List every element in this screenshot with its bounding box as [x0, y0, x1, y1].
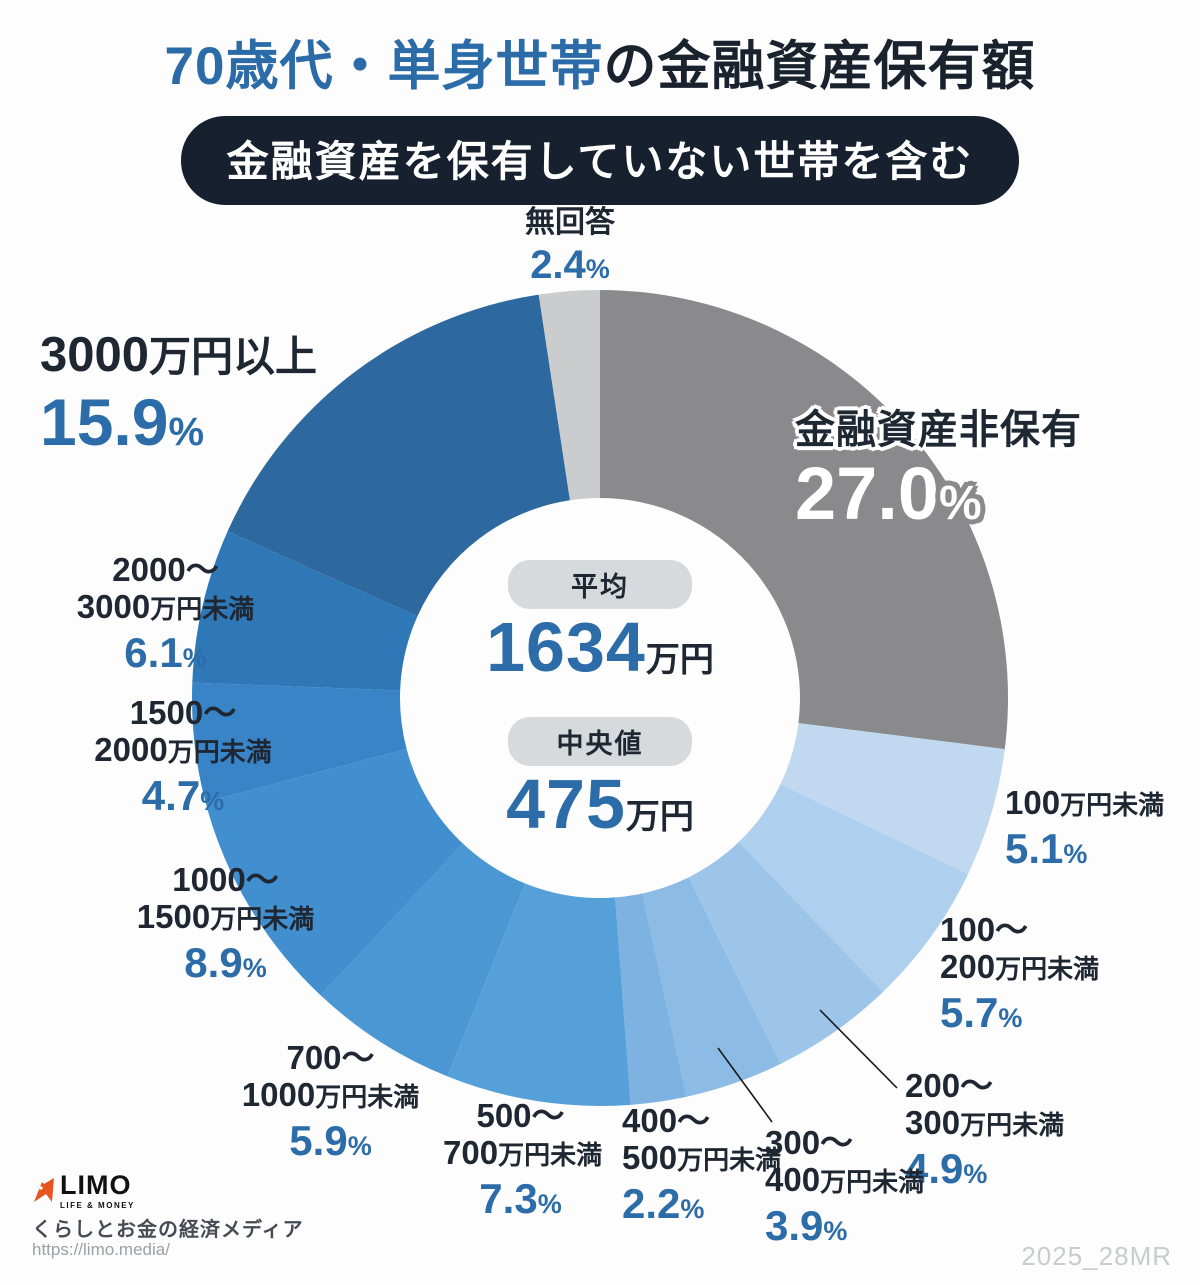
- pie-slice-5: [615, 893, 687, 1105]
- callout-over-3000: 3000万円以上 15.9%: [40, 328, 317, 460]
- callout-label-line2: 400万円未満: [765, 1160, 925, 1198]
- callout-200-300: 200〜 300万円未満 4.9%: [905, 1067, 1065, 1192]
- mean-value: 1634万円: [486, 608, 714, 686]
- subtitle-badge-row: 金融資産を保有していない世帯を含む: [0, 116, 1200, 205]
- callout-label-line2: 3000万円未満: [76, 587, 255, 625]
- callout-no-answer: 無回答 2.4%: [495, 206, 645, 287]
- callout-pct: 15.9%: [40, 384, 205, 459]
- callout-label: 3000万円以上: [40, 328, 318, 382]
- pie-slice-9: [191, 682, 407, 802]
- subtitle-badge: 金融資産を保有していない世帯を含む: [180, 116, 1020, 205]
- callout-label-line2: 300万円未満: [905, 1103, 1065, 1141]
- callout-pct: 6.1%: [124, 628, 207, 676]
- pie-slice-11: [227, 294, 570, 617]
- leader-line-200-300: [819, 1009, 898, 1089]
- callout-label-line1: 2000〜: [112, 551, 219, 588]
- callout-label-line1: 300〜: [765, 1124, 854, 1161]
- callout-label-line1: 400〜: [622, 1102, 711, 1139]
- callout-pct: 2.2%: [622, 1179, 705, 1227]
- callout-label-line1: 200〜: [905, 1067, 994, 1104]
- logo-subtitle: LIFE & MONEY: [60, 1201, 135, 1210]
- pie-slice-6: [447, 883, 631, 1106]
- pie-slice-1: [780, 723, 1005, 875]
- callout-label: 無回答: [525, 206, 615, 239]
- callout-400-500: 400〜 500万円未満 2.2%: [622, 1102, 782, 1227]
- pie-slice-0: [600, 290, 1008, 750]
- center-stats: 平均 1634万円 中央値 475万円: [440, 560, 760, 841]
- callout-under-100: 100万円未満 5.1%: [1005, 784, 1165, 872]
- page-title: 70歳代・単身世帯の金融資産保有額: [0, 24, 1200, 100]
- callout-label-line2: 500万円未満: [622, 1138, 782, 1176]
- callout-pct: 5.9%: [289, 1116, 372, 1164]
- median-value-number: 475: [506, 764, 626, 843]
- callout-pct: 4.7%: [141, 771, 225, 819]
- callout-no-assets-pct: 27.0%: [795, 451, 982, 535]
- mean-pill: 平均: [508, 560, 692, 609]
- leader-line-300-400: [717, 1047, 773, 1123]
- footer-url: https://limo.media/: [32, 1240, 170, 1259]
- title-highlight: 70歳代・単身世帯: [164, 37, 604, 96]
- callout-label-line1: 100〜: [940, 911, 1029, 948]
- callout-label-line2: 1500万円未満: [136, 897, 315, 935]
- pie-slice-4: [642, 877, 781, 1097]
- pie-slice-3: [688, 842, 884, 1064]
- callout-pct: 2.4%: [530, 242, 610, 287]
- callout-700-1000: 700〜 1000万円未満 5.9%: [233, 1039, 428, 1164]
- callout-2000-3000: 2000〜 3000万円未満 6.1%: [68, 551, 263, 676]
- fox-icon: [34, 1174, 54, 1202]
- callout-label-line1: 700〜: [286, 1039, 375, 1076]
- callout-label-line2: 1000万円未満: [241, 1075, 420, 1113]
- reference-code: 2025_28MR: [1021, 1241, 1172, 1271]
- footer-tagline: くらしとお金の経済メディア: [32, 1219, 304, 1241]
- callout-pct: 3.9%: [765, 1201, 848, 1249]
- callout-pct: 4.9%: [905, 1144, 988, 1192]
- median-pill: 中央値: [508, 716, 692, 766]
- callout-pct: 5.7%: [940, 988, 1023, 1036]
- callout-1000-1500: 1000〜 1500万円未満 8.9%: [118, 861, 333, 986]
- pie-slice-12: [538, 290, 600, 501]
- logo-name: LIMO: [60, 1170, 132, 1200]
- callout-no-assets: 金融資産非保有 27.0%: [795, 408, 1082, 536]
- callout-pct: 5.1%: [1005, 824, 1088, 872]
- callout-500-700: 500〜 700万円未満 7.3%: [443, 1097, 603, 1222]
- callout-label-line1: 500〜: [476, 1097, 565, 1134]
- callout-pct: 7.3%: [479, 1174, 562, 1222]
- mean-value-unit: 万円: [645, 641, 714, 679]
- pie-slice-2: [738, 784, 969, 992]
- pie-slice-10: [192, 531, 418, 691]
- callout-label-line2: 700万円未満: [443, 1133, 603, 1171]
- callout-pct: 8.9%: [184, 938, 267, 986]
- pie-slice-7: [320, 843, 526, 1077]
- median-value: 475万円: [506, 764, 694, 843]
- callout-label-line2: 2000万円未満: [94, 730, 272, 768]
- pie-slice-8: [205, 748, 464, 996]
- callout-label-line1: 1000〜: [172, 861, 279, 898]
- callout-no-assets-label: 金融資産非保有: [795, 408, 1082, 452]
- callout-300-400: 300〜 400万円未満 3.9%: [765, 1124, 925, 1249]
- callout-1500-2000: 1500〜 2000万円未満 4.7%: [83, 694, 283, 819]
- median-value-unit: 万円: [625, 797, 694, 836]
- logo-text: LIMO LIFE & MONEY: [60, 1170, 135, 1211]
- callout-label: 100万円未満: [1005, 784, 1165, 821]
- callout-label-line1: 1500〜: [129, 694, 237, 731]
- mean-value-number: 1634: [486, 608, 646, 686]
- callout-100-200: 100〜 200万円未満 5.7%: [940, 911, 1100, 1036]
- limo-logo: LIMO LIFE & MONEY: [32, 1172, 135, 1210]
- title-rest: の金融資産保有額: [603, 37, 1036, 96]
- callout-label-line2: 200万円未満: [940, 947, 1100, 985]
